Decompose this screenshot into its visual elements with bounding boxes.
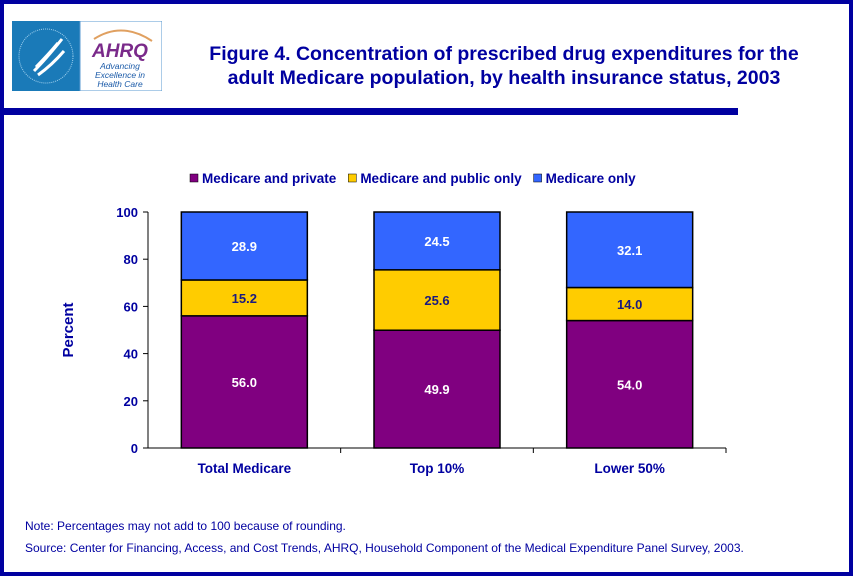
legend-label: Medicare and private <box>202 171 337 186</box>
hhs-ahrq-logo: AHRQ Advancing Excellence in Health Care <box>12 21 162 91</box>
x-tick-label: Top 10% <box>410 461 465 476</box>
y-tick-label: 40 <box>124 347 138 362</box>
bar-segment <box>565 319 694 449</box>
svg-text:Health Care: Health Care <box>97 79 143 89</box>
bar-segment <box>180 279 309 317</box>
data-label: 49.9 <box>424 382 449 397</box>
y-tick-label: 0 <box>131 441 138 456</box>
data-label: 25.6 <box>424 293 449 308</box>
legend-swatch <box>189 173 199 183</box>
data-label: 56.0 <box>232 375 257 390</box>
footnote: Note: Percentages may not add to 100 bec… <box>25 519 346 533</box>
data-label: 15.2 <box>232 291 257 306</box>
header-divider <box>4 108 738 115</box>
title-line-2: adult Medicare population, by health ins… <box>227 67 781 89</box>
data-label: 54.0 <box>617 377 642 392</box>
y-tick-label: 60 <box>124 299 138 314</box>
figure-title: Figure 4. Concentration of prescribed dr… <box>169 42 839 90</box>
y-tick-label: 100 <box>116 205 138 220</box>
bar-segment <box>565 286 694 322</box>
bar-segment <box>373 211 501 271</box>
y-tick-label: 20 <box>124 394 138 409</box>
svg-text:Excellence in: Excellence in <box>95 70 145 80</box>
source-note: Source: Center for Financing, Access, an… <box>25 541 744 555</box>
bar-segment <box>373 329 501 449</box>
y-tick-label: 80 <box>124 252 138 267</box>
svg-text:AHRQ: AHRQ <box>91 41 148 62</box>
data-label: 28.9 <box>232 239 257 254</box>
legend-swatch <box>533 173 542 183</box>
bar-segment <box>373 269 501 331</box>
data-label: 14.0 <box>617 297 642 312</box>
x-tick-label: Total Medicare <box>198 461 292 476</box>
legend-label: Medicare only <box>546 171 637 186</box>
x-tick-label: Lower 50% <box>594 461 665 476</box>
data-label: 24.5 <box>424 234 449 249</box>
bar-segment <box>180 211 309 281</box>
legend-swatch <box>348 173 357 183</box>
data-label: 32.1 <box>617 243 642 258</box>
legend-label: Medicare and public only <box>360 171 522 186</box>
bar-segment <box>180 315 309 449</box>
svg-text:Advancing: Advancing <box>99 61 140 71</box>
y-axis-label: Percent <box>60 302 77 357</box>
title-line-1: Figure 4. Concentration of prescribed dr… <box>209 43 799 65</box>
bar-segment <box>565 211 694 289</box>
